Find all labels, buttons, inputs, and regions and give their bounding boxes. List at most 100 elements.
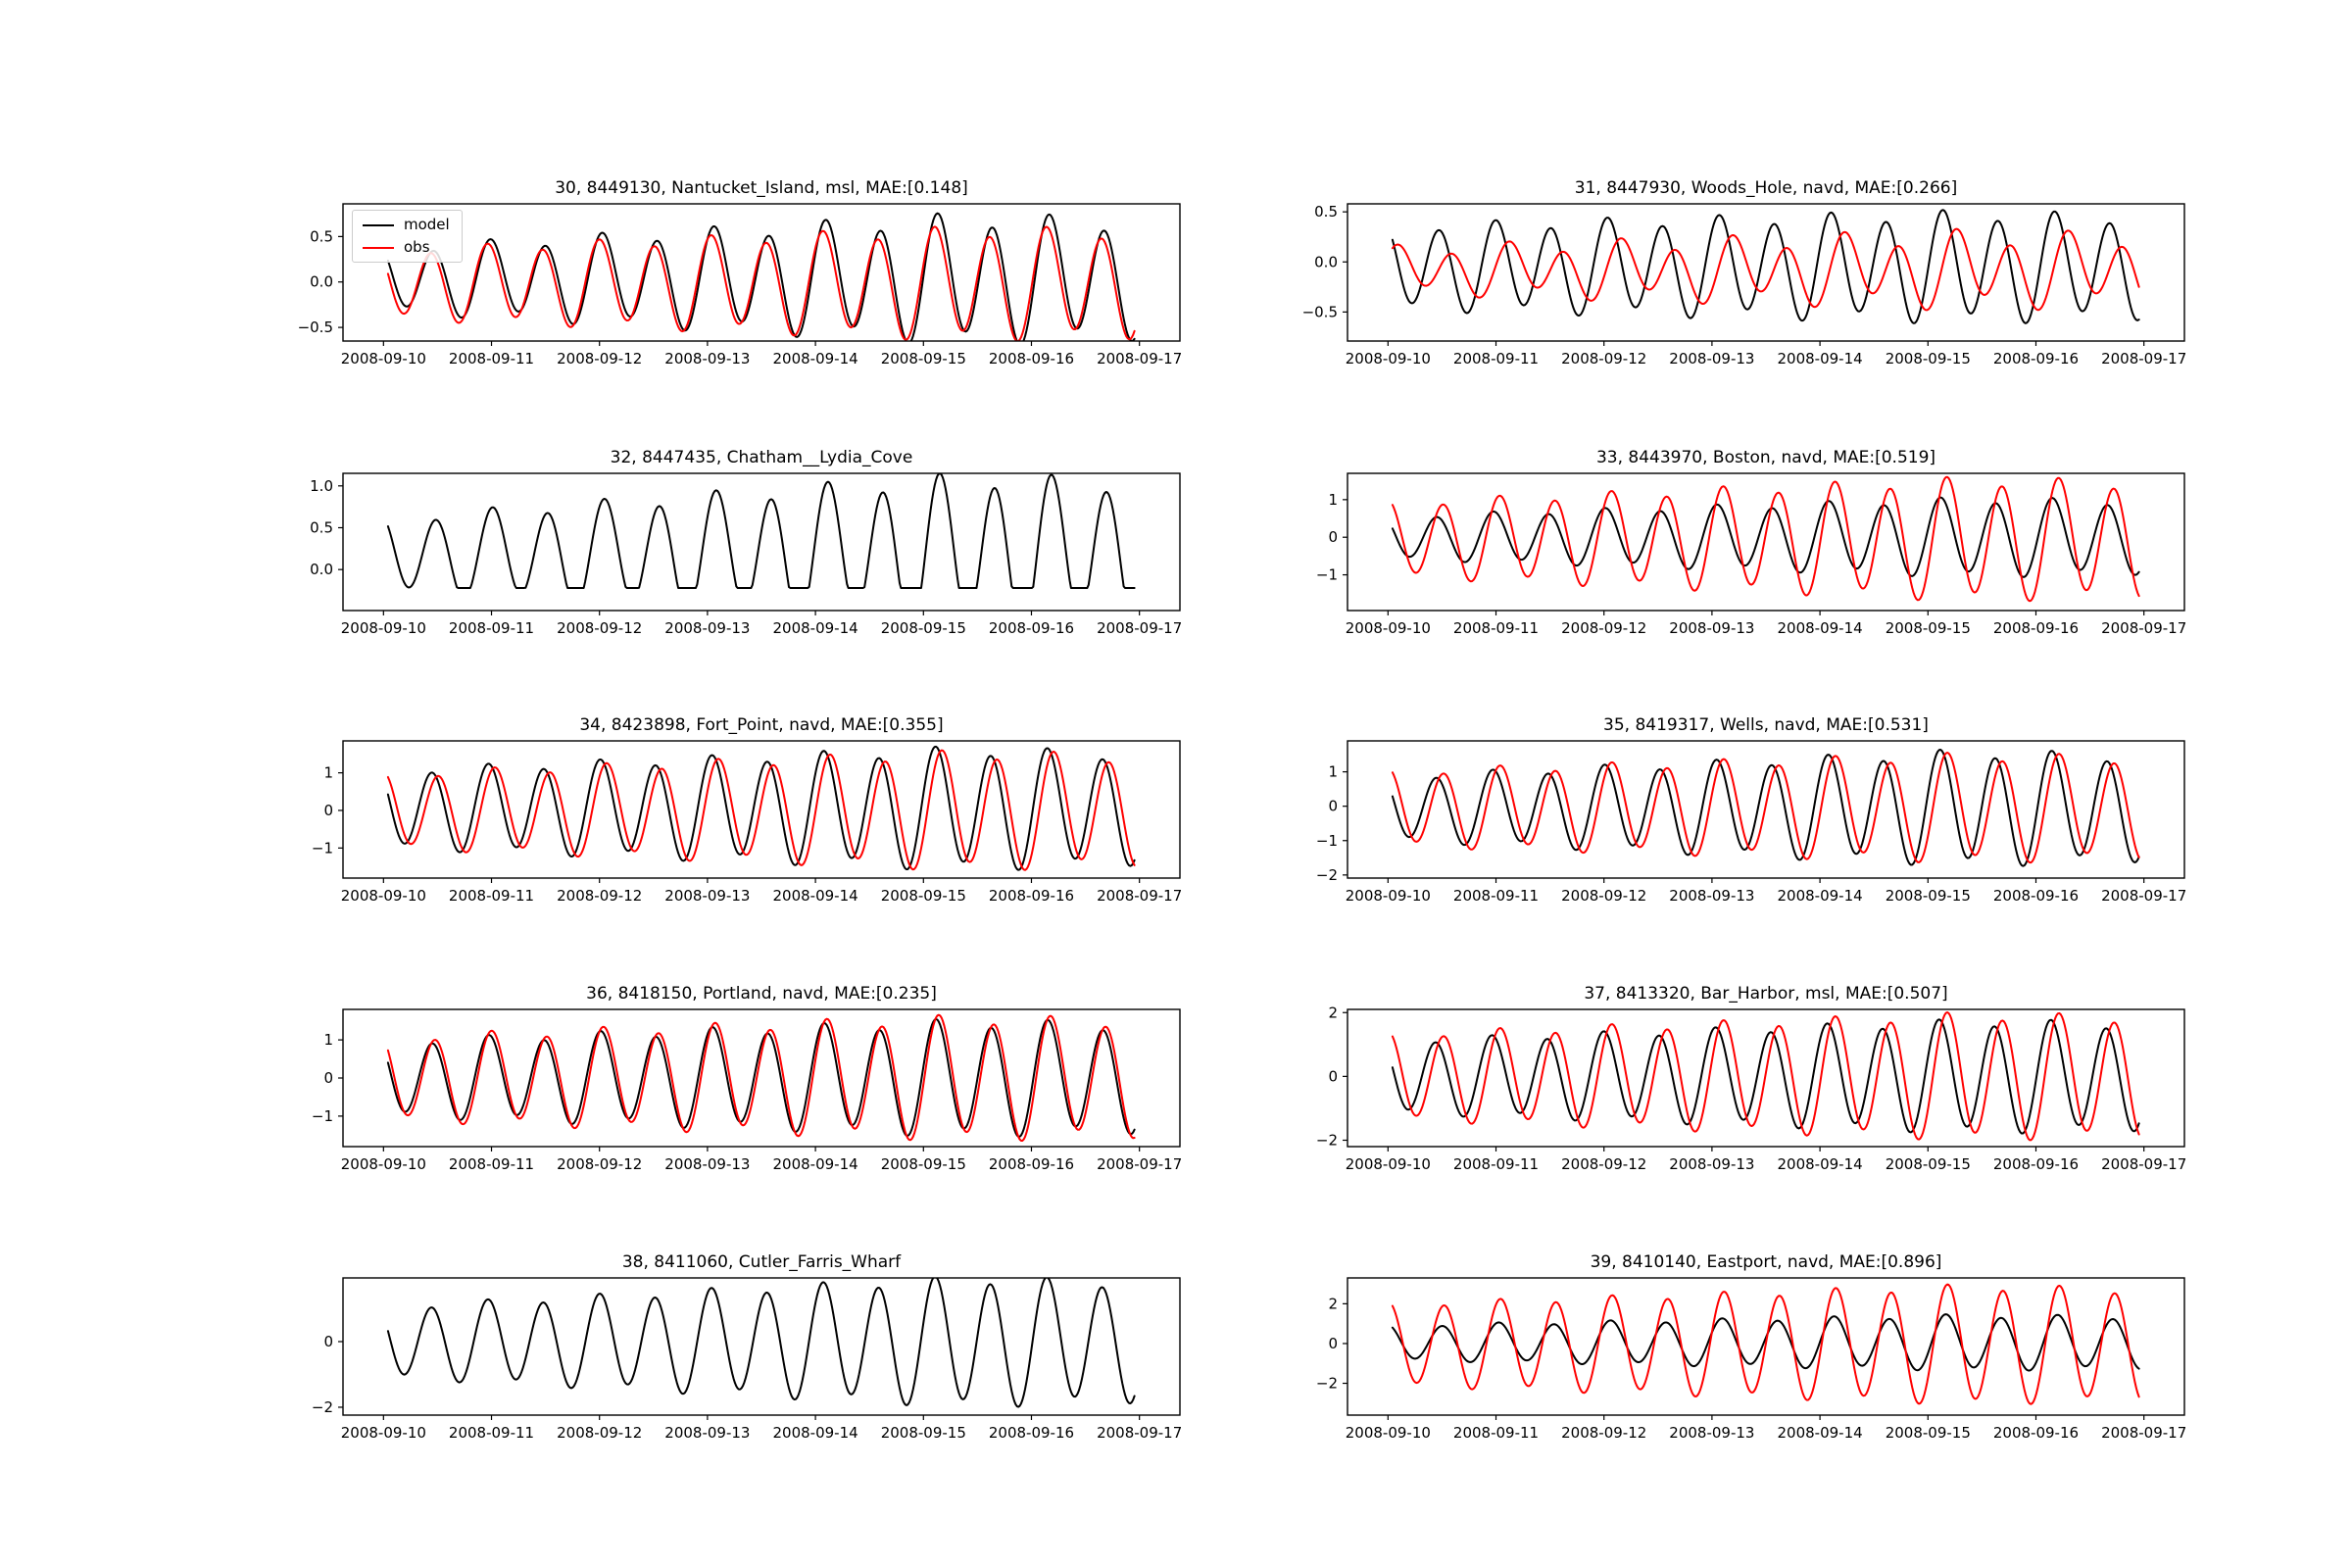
series-model (1391, 749, 2140, 867)
subplot-33-boston: 33, 8443970, Boston, navd, MAE:[0.519] 2… (1316, 450, 2186, 638)
x-tick-label: 2008-09-11 (449, 619, 534, 637)
y-tick-label: −2 (1316, 1131, 1338, 1149)
y-tick-label: 0 (1328, 1067, 1338, 1085)
y-tick-label: 0.0 (1314, 253, 1338, 270)
plot-area: 2008-09-10 2008-09-11 2008-09-12 2008-09-13… (1316, 740, 2186, 905)
x-tick-label: 2008-09-10 (341, 1424, 426, 1442)
x-tick-label: 2008-09-13 (664, 887, 750, 905)
x-tick-label: 2008-09-15 (881, 887, 966, 905)
x-tick-label: 2008-09-14 (773, 1424, 858, 1442)
series-obs (1391, 1283, 2140, 1405)
x-tick-label: 2008-09-13 (1669, 350, 1754, 368)
series-model (1391, 209, 2140, 324)
x-tick-label: 2008-09-10 (341, 887, 426, 905)
x-tick-label: 2008-09-10 (1346, 1424, 1431, 1442)
axes-box (342, 203, 1181, 342)
legend-obs-label: obs (404, 238, 430, 256)
y-tick-label: 0.5 (310, 518, 333, 536)
subplot-title: 31, 8447930, Woods_Hole, navd, MAE:[0.26… (1574, 178, 1958, 198)
y-tick-label: −2 (1316, 866, 1338, 884)
x-tick-label: 2008-09-14 (773, 887, 858, 905)
x-tick-label: 2008-09-15 (1886, 350, 1971, 368)
plot-area: 2008-09-10 2008-09-11 2008-09-12 2008-09-13… (310, 472, 1182, 637)
axes-box (1347, 203, 2185, 342)
x-tick-label: 2008-09-11 (1453, 887, 1539, 905)
axes-box (342, 740, 1181, 879)
x-tick-label: 2008-09-12 (557, 350, 642, 368)
y-tick-label: −2 (1316, 1375, 1338, 1393)
x-tick-label: 2008-09-16 (1993, 1424, 2079, 1442)
subplot-34-fort-point: 34, 8423898, Fort_Point, navd, MAE:[0.35… (312, 717, 1182, 906)
x-tick-label: 2008-09-15 (1886, 619, 1971, 637)
x-tick-label: 2008-09-12 (1561, 1424, 1646, 1442)
plot-area: 2008-09-10 2008-09-11 2008-09-12 2008-09-13… (312, 740, 1182, 905)
y-tick-label: 0.0 (310, 561, 333, 578)
series-obs (386, 225, 1136, 341)
plot-area: 2008-09-10 2008-09-11 2008-09-12 2008-09-13… (312, 1277, 1182, 1442)
legend-model-label: model (404, 216, 450, 233)
x-tick-label: 2008-09-15 (1886, 1424, 1971, 1442)
x-tick-label: 2008-09-11 (449, 1155, 534, 1173)
x-tick-label: 2008-09-16 (989, 619, 1074, 637)
subplot-35-wells: 35, 8419317, Wells, navd, MAE:[0.531] 20… (1316, 717, 2186, 906)
series-model (1391, 496, 2140, 578)
legend-entry-obs: obs (363, 240, 450, 255)
x-tick-label: 2008-09-13 (664, 350, 750, 368)
y-tick-label: 1 (1328, 763, 1338, 781)
subplot-title: 37, 8413320, Bar_Harbor, msl, MAE:[0.507… (1584, 984, 1948, 1004)
x-tick-label: 2008-09-12 (1561, 619, 1646, 637)
subplot-32-chatham: 32, 8447435, Chatham__Lydia_Cove 2008-09… (310, 450, 1182, 638)
x-tick-label: 2008-09-16 (989, 350, 1074, 368)
x-tick-label: 2008-09-13 (1669, 887, 1754, 905)
x-tick-label: 2008-09-15 (1886, 1155, 1971, 1173)
subplot-31-woods-hole: 31, 8447930, Woods_Hole, navd, MAE:[0.26… (1302, 180, 2187, 368)
x-tick-label: 2008-09-14 (1778, 1155, 1863, 1173)
x-tick-label: 2008-09-17 (2101, 1424, 2186, 1442)
series-obs (1391, 475, 2140, 603)
x-tick-label: 2008-09-10 (341, 350, 426, 368)
x-tick-label: 2008-09-12 (1561, 350, 1646, 368)
axes-box (1347, 472, 2185, 612)
legend: model obs (352, 210, 463, 263)
series-obs (1391, 1011, 2140, 1142)
x-tick-label: 2008-09-17 (1097, 1155, 1182, 1173)
x-tick-label: 2008-09-15 (881, 1155, 966, 1173)
subplot-title: 36, 8418150, Portland, navd, MAE:[0.235] (586, 984, 937, 1004)
axes-box (342, 1277, 1181, 1416)
y-tick-label: 2 (1328, 1004, 1338, 1021)
x-tick-label: 2008-09-13 (1669, 619, 1754, 637)
x-tick-label: 2008-09-14 (1778, 887, 1863, 905)
y-tick-label: 1 (323, 1031, 333, 1049)
plot-area: 2008-09-10 2008-09-11 2008-09-12 2008-09-13… (1302, 203, 2187, 368)
x-tick-label: 2008-09-11 (1453, 350, 1539, 368)
series-model (1391, 1018, 2140, 1135)
x-tick-label: 2008-09-15 (1886, 887, 1971, 905)
x-tick-label: 2008-09-11 (449, 887, 534, 905)
x-tick-label: 2008-09-13 (1669, 1155, 1754, 1173)
subplot-36-portland: 36, 8418150, Portland, navd, MAE:[0.235]… (312, 986, 1182, 1174)
x-tick-label: 2008-09-13 (1669, 1424, 1754, 1442)
plot-area: 2008-09-10 2008-09-11 2008-09-12 2008-09-13… (312, 1008, 1182, 1173)
plot-area: 2008-09-10 2008-09-11 2008-09-12 2008-09-13… (1316, 1277, 2186, 1442)
subplot-title: 35, 8419317, Wells, navd, MAE:[0.531] (1603, 715, 1929, 735)
subplot-title: 38, 8411060, Cutler_Farris_Wharf (621, 1252, 902, 1272)
plot-area: 2008-09-10 2008-09-11 2008-09-12 2008-09-13… (298, 203, 1182, 368)
x-tick-label: 2008-09-14 (773, 350, 858, 368)
y-tick-label: 1 (1328, 491, 1338, 509)
series-obs (1391, 752, 2140, 864)
y-tick-label: 0.5 (1314, 203, 1338, 220)
x-tick-label: 2008-09-10 (1346, 619, 1431, 637)
subplot-title: 39, 8410140, Eastport, navd, MAE:[0.896] (1590, 1252, 1942, 1272)
x-tick-label: 2008-09-10 (341, 1155, 426, 1173)
axes-box (342, 472, 1181, 612)
x-tick-label: 2008-09-17 (2101, 887, 2186, 905)
y-tick-label: 2 (1328, 1295, 1338, 1312)
x-tick-label: 2008-09-12 (557, 887, 642, 905)
x-tick-label: 2008-09-13 (664, 1424, 750, 1442)
x-tick-label: 2008-09-16 (989, 887, 1074, 905)
axes-box (1347, 1277, 2185, 1416)
y-tick-label: 0.5 (310, 227, 333, 245)
subplot-38-cutler: 38, 8411060, Cutler_Farris_Wharf 2008-09… (312, 1254, 1182, 1443)
x-tick-label: 2008-09-11 (1453, 1155, 1539, 1173)
x-tick-label: 2008-09-11 (449, 350, 534, 368)
